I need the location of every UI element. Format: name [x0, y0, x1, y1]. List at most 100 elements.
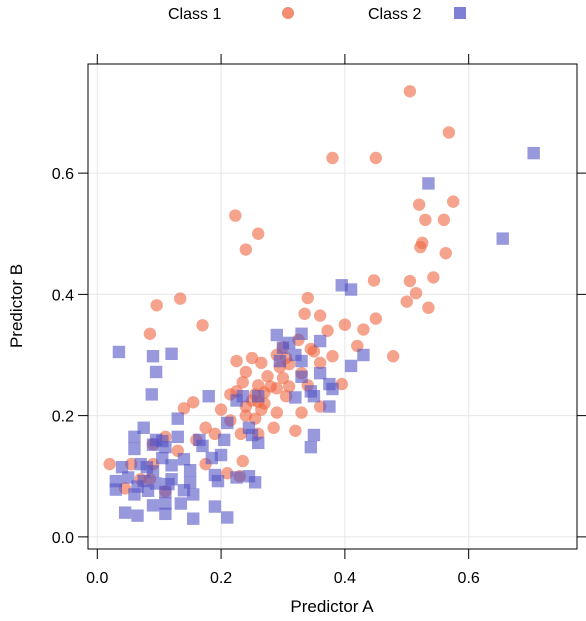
- class-2-point: [230, 471, 243, 484]
- class-2-point: [344, 283, 358, 296]
- y-tick-label: 0.0: [52, 530, 74, 547]
- class-1-point: [357, 323, 370, 336]
- class-1-point: [196, 319, 209, 332]
- class-2-point: [214, 448, 228, 462]
- class-1-point: [276, 371, 290, 385]
- class-1-point: [427, 271, 440, 284]
- class-2-point: [159, 485, 172, 499]
- class-1-point: [270, 406, 283, 419]
- class-1-point: [338, 318, 352, 331]
- class-1-point: [307, 345, 321, 358]
- class-1-point: [367, 274, 381, 287]
- class-1-point: [313, 309, 327, 322]
- class-1-point: [255, 403, 268, 416]
- class-2-point: [112, 345, 126, 359]
- class-2-point: [323, 400, 336, 413]
- class-2-point: [357, 348, 370, 362]
- grid: [88, 64, 577, 549]
- class-1-point: [326, 151, 339, 165]
- class-2-point: [344, 359, 358, 373]
- class-2-point: [115, 460, 129, 474]
- class-1-point: [369, 151, 383, 165]
- class-2-point: [171, 412, 184, 425]
- class-2-point: [177, 453, 191, 466]
- class-2-point: [141, 484, 155, 497]
- class-2-point: [146, 465, 160, 478]
- class-2-point: [202, 390, 215, 403]
- class-1-point: [177, 402, 191, 415]
- y-tick-label: 0.4: [52, 287, 74, 304]
- class-2-point: [295, 354, 308, 368]
- x-tick-label: 0.6: [458, 570, 480, 587]
- class-1-point: [422, 301, 435, 314]
- class-2-point: [109, 483, 123, 496]
- class-1-point: [252, 227, 265, 240]
- class-1-point: [187, 396, 200, 409]
- class-1-point: [412, 198, 426, 211]
- legend-label-class-2: Class 2: [368, 6, 421, 23]
- class-2-point: [276, 341, 290, 354]
- class-1-point: [255, 356, 268, 370]
- class-1-point: [236, 454, 249, 468]
- class-2-point: [159, 507, 172, 521]
- class-1-point: [270, 382, 283, 395]
- class-2-point: [307, 428, 321, 442]
- class-1-point: [414, 240, 427, 254]
- class-1-point: [400, 295, 413, 308]
- class-1-point: [214, 403, 228, 416]
- class-2-point: [128, 430, 141, 444]
- class-1-point: [261, 370, 274, 383]
- class-2-point: [221, 511, 234, 524]
- class-2-point: [131, 509, 144, 522]
- class-1-point: [199, 421, 212, 434]
- class-1-point: [282, 380, 296, 393]
- class-1-point: [230, 354, 243, 368]
- class-1-point: [326, 350, 339, 363]
- class-1-point: [439, 246, 452, 260]
- class-2-point: [252, 436, 265, 450]
- class-2-point: [248, 476, 262, 489]
- plot-frame: [87, 63, 578, 550]
- class-2-point: [159, 497, 172, 510]
- class-2-point: [165, 459, 178, 472]
- y-tick-label: 0.6: [52, 166, 74, 183]
- class-2-point: [165, 347, 178, 360]
- class-1-point: [403, 274, 417, 288]
- class-2-point: [295, 370, 308, 384]
- data-points: [103, 85, 540, 525]
- class-2-point: [171, 430, 184, 444]
- x-tick-label: 0.0: [86, 570, 108, 587]
- class-2-point: [187, 488, 200, 501]
- class-1-point: [143, 327, 157, 340]
- class-1-point: [403, 85, 417, 98]
- class-1-point: [150, 299, 163, 312]
- class-1-point: [267, 421, 280, 434]
- class-2-point: [217, 433, 231, 447]
- class-2-point: [313, 366, 327, 380]
- class-1-point: [321, 324, 334, 337]
- class-2-point: [146, 350, 160, 363]
- class-2-point: [295, 327, 308, 340]
- class-2-point: [128, 488, 141, 501]
- class-1-point: [419, 213, 432, 227]
- class-1-point: [295, 406, 308, 419]
- class-1-point: [245, 351, 259, 365]
- class-2-point: [118, 506, 132, 519]
- class-1-point: [301, 291, 314, 305]
- y-axis-title: Predictor B: [7, 264, 26, 348]
- class-2-point: [221, 416, 234, 430]
- class-1-point: [409, 286, 423, 300]
- class-1-point: [442, 126, 456, 139]
- class-2-point: [146, 499, 160, 512]
- axis-ticks: 0.0 0.2 0.4 0.6 0.0 0.2 0.4 0.6: [52, 54, 586, 587]
- class-2-point: [527, 146, 540, 160]
- class-2-point: [304, 440, 318, 454]
- x-axis-title: Predictor A: [290, 597, 374, 616]
- class-1-point: [239, 243, 253, 256]
- legend: Class 1 Class 2: [168, 6, 466, 23]
- class-2-point: [193, 433, 206, 447]
- class-2-point: [211, 474, 225, 488]
- class-1-point: [313, 356, 327, 370]
- class-1-point: [236, 376, 249, 389]
